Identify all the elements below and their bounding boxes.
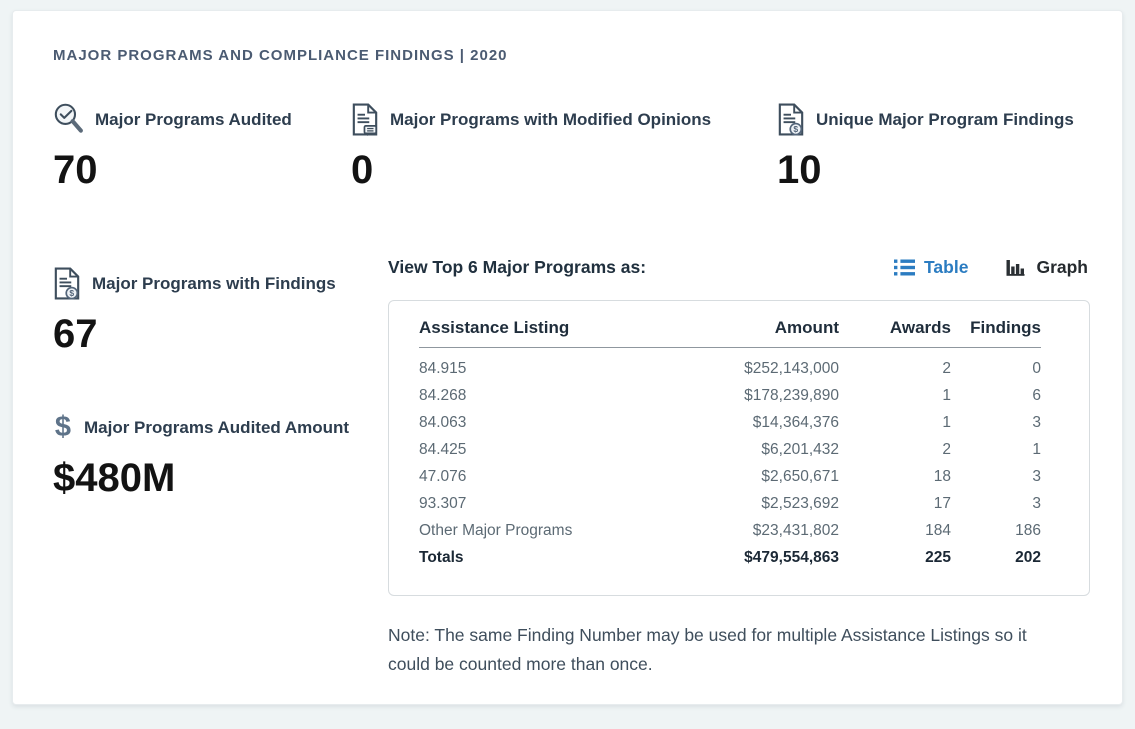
document-badge-icon: $ [778, 103, 804, 136]
table-cell: 6 [1032, 387, 1041, 404]
stat-value: 67 [53, 312, 98, 356]
stat-label: Unique Major Program Findings [816, 109, 1074, 129]
stat-major-programs-audited: Major Programs Audited 70 [53, 103, 292, 191]
table-cell: 184 [925, 522, 951, 539]
graph-view-label: Graph [1036, 257, 1088, 277]
table-cell: 0 [1032, 360, 1041, 377]
stat-label: Major Programs Audited Amount [84, 417, 350, 437]
table-cell: 3 [1032, 468, 1041, 485]
stat-value: 70 [53, 148, 98, 192]
table-cell: $252,143,000 [744, 360, 839, 377]
column-header-assistance-listing: Assistance Listing [419, 316, 669, 348]
dollar-icon: $ [54, 411, 72, 443]
table-cell: 18 [933, 468, 951, 485]
table-row: 84.268 $178,239,890 1 6 [419, 383, 1041, 410]
stat-value: 10 [777, 148, 822, 192]
table-row: 93.307 $2,523,692 17 3 [419, 491, 1041, 518]
list-icon [894, 259, 916, 276]
view-toggle: Table Graph [892, 255, 1090, 280]
stat-head: Major Programs with Modified Opinions [351, 103, 711, 136]
document-comment-icon [352, 103, 378, 136]
stat-value: $480M [53, 456, 176, 500]
svg-text:$: $ [69, 288, 74, 298]
svg-text:$: $ [793, 124, 798, 134]
table-row: 84.425 $6,201,432 2 1 [419, 437, 1041, 464]
stat-label: Major Programs Audited [95, 109, 292, 129]
table-cell: $479,554,863 [744, 549, 839, 566]
table-note: Note: The same Finding Number may be use… [388, 625, 1027, 674]
table-cell: Totals [419, 549, 464, 566]
table-cell: 93.307 [419, 495, 467, 512]
top-programs-table-panel: Assistance Listing Amount Awards Finding… [388, 300, 1090, 596]
stat-major-programs-with-findings: $ Major Programs with Findings 67 [53, 267, 336, 355]
bar-chart-icon [1006, 259, 1025, 276]
table-cell: 186 [1015, 522, 1041, 539]
table-cell: $6,201,432 [761, 441, 839, 458]
stat-unique-major-program-findings: $ Unique Major Program Findings 10 [777, 103, 1074, 191]
table-body: 84.915 $252,143,000 2 0 84.268 $178,239,890 1 6… [419, 348, 1041, 572]
stat-head: $ Major Programs with Findings [53, 267, 336, 300]
column-header-awards: Awards [839, 316, 951, 348]
table-totals-row: Totals $479,554,863 225 202 [419, 545, 1041, 572]
table-cell: 3 [1032, 495, 1041, 512]
table-cell: 84.915 [419, 360, 467, 377]
graph-view-button[interactable]: Graph [1004, 255, 1090, 280]
column-header-findings: Findings [951, 316, 1041, 348]
table-header-row: Assistance Listing Amount Awards Finding… [419, 316, 1041, 348]
page-title: MAJOR PROGRAMS AND COMPLIANCE FINDINGS |… [53, 47, 508, 64]
table-cell: 202 [1015, 549, 1041, 566]
table-cell: $14,364,376 [752, 414, 839, 431]
table-cell: 2 [942, 360, 951, 377]
stat-label: Major Programs with Modified Opinions [390, 109, 712, 129]
magnifier-check-icon [54, 103, 83, 133]
table-cell: $2,523,692 [761, 495, 839, 512]
document-badge-icon: $ [54, 267, 80, 300]
table-view-button[interactable]: Table [892, 255, 970, 280]
stat-major-programs-audited-amount: $ Major Programs Audited Amount $480M [53, 411, 349, 499]
table-cell: 1 [942, 387, 951, 404]
table-cell: $2,650,671 [761, 468, 839, 485]
stat-head: $ Major Programs Audited Amount [53, 411, 349, 444]
stat-value: 0 [351, 148, 374, 192]
table-view-label: Table [924, 257, 969, 277]
programs-section-heading: View Top 6 Major Programs as: [388, 257, 647, 277]
stat-head: Major Programs Audited [53, 103, 292, 136]
table-cell: 84.425 [419, 441, 467, 458]
table-cell: $178,239,890 [744, 387, 839, 404]
table-row: Other Major Programs $23,431,802 184 186 [419, 518, 1041, 545]
table-cell: 17 [933, 495, 951, 512]
stat-head: $ Unique Major Program Findings [777, 103, 1074, 136]
table-cell: 1 [1032, 441, 1041, 458]
table-row: 47.076 $2,650,671 18 3 [419, 464, 1041, 491]
table-cell: 84.268 [419, 387, 467, 404]
table-cell: $23,431,802 [752, 522, 839, 539]
table-cell: 47.076 [419, 468, 467, 485]
stat-label: Major Programs with Findings [92, 273, 336, 293]
table-row: 84.063 $14,364,376 1 3 [419, 410, 1041, 437]
table-cell: 2 [942, 441, 951, 458]
top-programs-table: Assistance Listing Amount Awards Finding… [419, 316, 1041, 572]
dashboard-card: MAJOR PROGRAMS AND COMPLIANCE FINDINGS |… [12, 10, 1123, 705]
table-cell: Other Major Programs [419, 522, 573, 539]
stat-major-programs-modified-opinions: Major Programs with Modified Opinions 0 [351, 103, 711, 191]
table-cell: 225 [925, 549, 951, 566]
table-cell: 84.063 [419, 414, 467, 431]
table-row: 84.915 $252,143,000 2 0 [419, 348, 1041, 383]
table-cell: 3 [1032, 414, 1041, 431]
table-cell: 1 [942, 414, 951, 431]
column-header-amount: Amount [669, 316, 839, 348]
